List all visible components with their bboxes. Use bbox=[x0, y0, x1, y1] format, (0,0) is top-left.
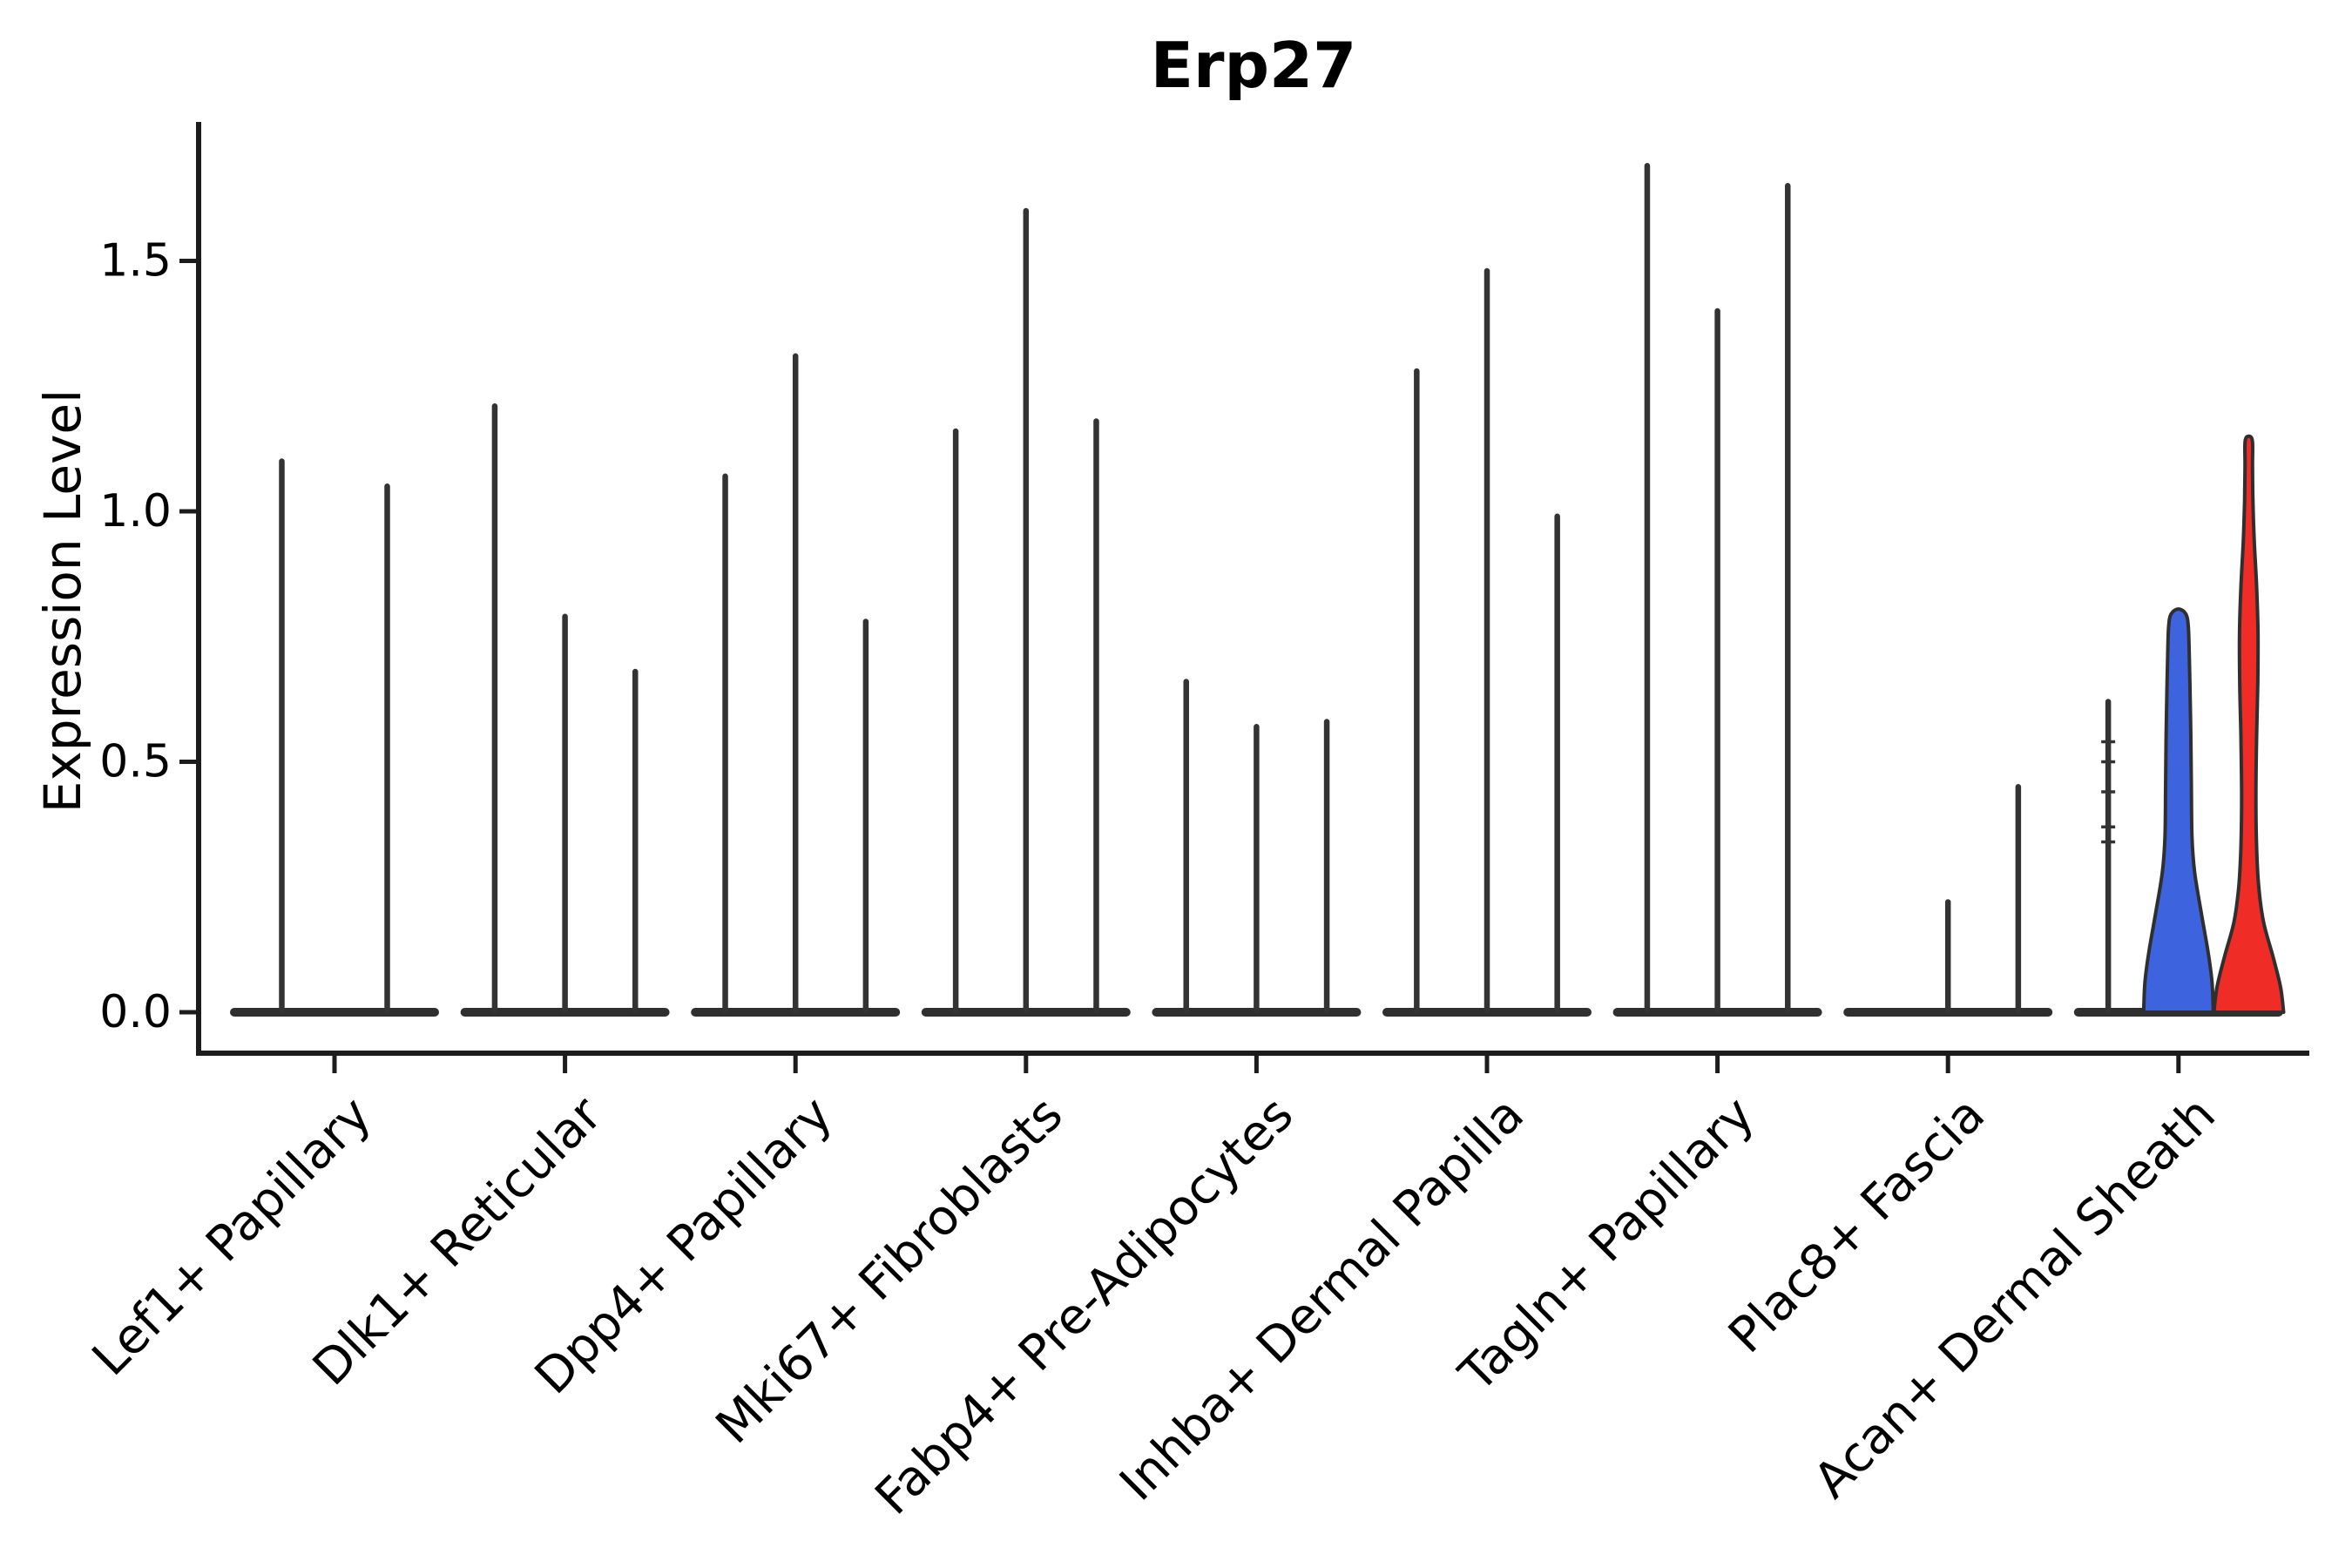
y-tick-label: 1.5 bbox=[99, 235, 172, 287]
y-tick-label: 0.0 bbox=[99, 986, 172, 1038]
x-tick-label: Fabp4+ Pre-Adipocytes bbox=[865, 1086, 1305, 1526]
violin-group: Fabp4+ Pre-Adipocytes bbox=[865, 679, 1362, 1526]
chart-title: Erp27 bbox=[1150, 29, 1357, 102]
violin-group: Lef1+ Papillary bbox=[82, 458, 439, 1387]
violin-group: Dpp4+ Papillary bbox=[524, 353, 901, 1405]
y-tick-label: 1.0 bbox=[99, 485, 172, 537]
violin-blue bbox=[2141, 607, 2215, 1014]
violin-red bbox=[2212, 434, 2286, 1014]
violin-group: Acan+ Dermal Sheath bbox=[1803, 434, 2286, 1510]
x-tick-label: Acan+ Dermal Sheath bbox=[1803, 1086, 2227, 1510]
y-tick-label: 0.5 bbox=[99, 736, 172, 788]
violin-group: Mki67+ Fibroblasts bbox=[706, 207, 1131, 1455]
x-tick-label: Inhba+ Dermal Papilla bbox=[1109, 1086, 1535, 1512]
violin-group: Tagln+ Papillary bbox=[1448, 163, 1822, 1403]
y-axis-label: Expression Level bbox=[33, 389, 92, 814]
violin-group: Dlk1+ Reticular bbox=[302, 403, 670, 1396]
